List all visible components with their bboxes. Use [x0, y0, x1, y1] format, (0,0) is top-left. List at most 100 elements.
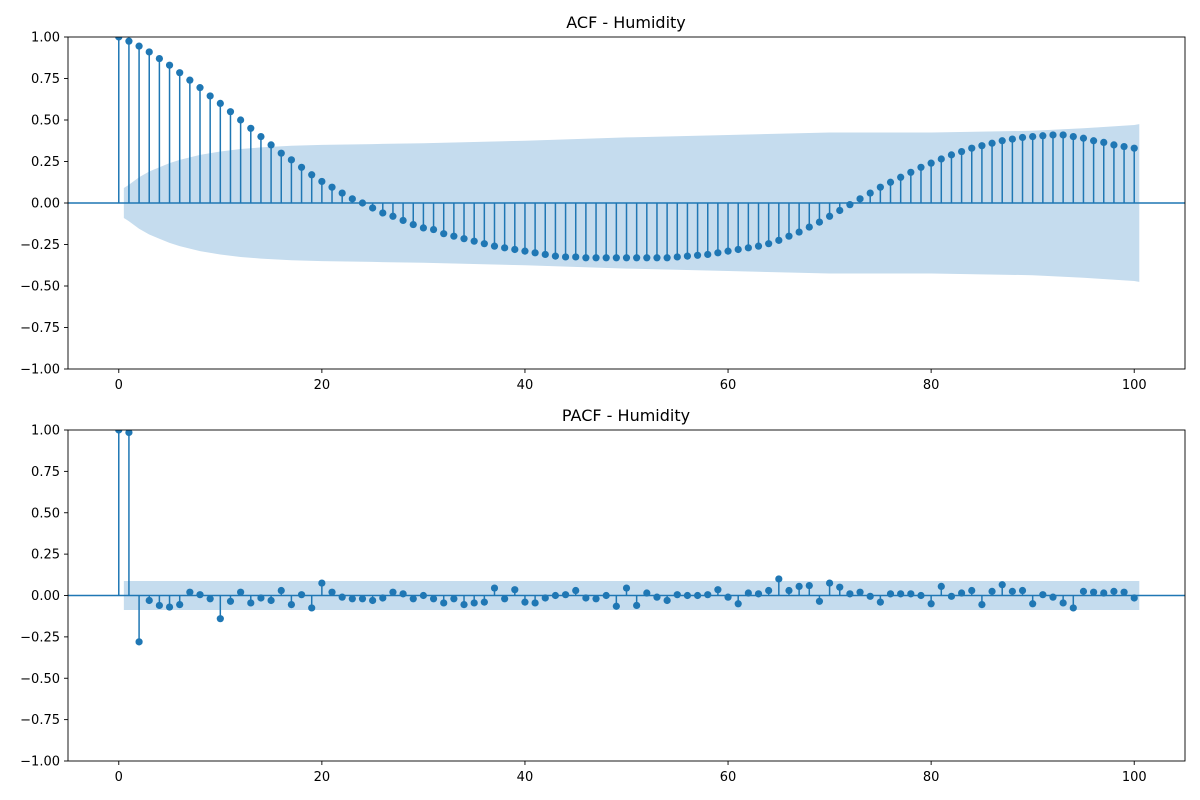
acf-point: [1049, 131, 1057, 139]
pacf-x-tick-label: 40: [517, 770, 534, 785]
acf-point: [886, 178, 895, 186]
acf-point: [155, 54, 163, 63]
pacf-point: [998, 581, 1006, 589]
pacf-point: [440, 599, 448, 607]
acf-point: [277, 149, 285, 157]
acf-point: [450, 232, 458, 240]
acf-point: [612, 254, 620, 262]
pacf-point: [663, 596, 671, 605]
pacf-title: PACF - Humidity: [562, 406, 690, 425]
acf-point: [216, 99, 224, 107]
pacf-y-tick-label: 0.75: [31, 465, 60, 480]
pacf-x-tick-label: 60: [720, 770, 737, 785]
acf-point: [785, 232, 793, 240]
acf-x-tick-label: 60: [720, 378, 737, 393]
acf-point: [541, 250, 549, 259]
acf-point: [1029, 133, 1037, 141]
pacf-point: [592, 595, 600, 603]
pacf-point: [429, 595, 438, 603]
pacf-point: [683, 591, 692, 600]
acf-point: [825, 212, 834, 220]
acf-point: [683, 252, 692, 260]
pacf-plot-area: [68, 430, 1185, 646]
acf-point: [1079, 134, 1088, 142]
pacf-point: [572, 586, 580, 595]
acf-point: [561, 253, 570, 261]
acf-x-tick-label: 20: [314, 378, 331, 393]
pacf-point: [216, 615, 224, 623]
pacf-point: [460, 601, 468, 609]
acf-point: [176, 69, 184, 77]
acf-point: [470, 237, 478, 245]
pacf-point: [947, 592, 956, 600]
pacf-x-tick-label: 100: [1122, 770, 1147, 785]
acf-point: [348, 195, 356, 203]
pacf-point: [653, 593, 661, 601]
acf-point: [836, 206, 844, 215]
acf-point: [1008, 135, 1016, 143]
acf-point: [237, 116, 245, 124]
pacf-point: [165, 603, 174, 611]
pacf-y-tick-label: 0.00: [31, 589, 60, 604]
pacf-point: [1090, 588, 1098, 596]
acf-point: [399, 216, 407, 225]
pacf-point: [389, 588, 397, 596]
acf-point: [379, 209, 387, 217]
pacf-y-tick-label: 0.25: [31, 548, 60, 563]
pacf-point: [1039, 591, 1047, 599]
acf-y-tick-label: −0.50: [20, 280, 60, 295]
pacf-point: [815, 597, 824, 605]
pacf-point: [409, 595, 417, 603]
pacf-y-tick-label: 0.50: [31, 506, 60, 521]
acf-point: [297, 163, 306, 171]
acf-point: [765, 240, 773, 248]
acf-y-tick-label: −0.75: [20, 321, 60, 336]
pacf-point: [846, 590, 854, 598]
pacf-point: [308, 604, 316, 612]
pacf-point: [125, 430, 133, 437]
pacf-point: [1079, 587, 1088, 595]
acf-point: [978, 142, 986, 150]
pacf-point: [551, 591, 560, 600]
acf-point: [643, 254, 651, 262]
acf-panel: ACF - Humidity 1.00 0.75 0.50 0.25 0.00 −0.25…: [20, 13, 1186, 393]
pacf-y-tick-label: −0.50: [20, 672, 60, 687]
pacf-point: [927, 600, 935, 608]
pacf-point: [714, 586, 722, 594]
acf-point: [795, 228, 803, 236]
acf-point: [460, 235, 468, 243]
acf-point: [196, 84, 204, 92]
pacf-point: [267, 596, 275, 605]
acf-point: [927, 159, 935, 167]
pacf-point: [328, 588, 336, 596]
acf-point: [440, 230, 448, 238]
pacf-point: [348, 595, 356, 603]
acf-point: [358, 199, 367, 207]
acf-point: [1059, 131, 1067, 139]
pacf-point: [785, 586, 793, 595]
acf-point: [572, 253, 580, 261]
pacf-point: [805, 581, 813, 590]
acf-point: [125, 37, 133, 45]
pacf-point: [257, 594, 265, 602]
pacf-point: [1018, 586, 1027, 595]
acf-point: [724, 247, 732, 255]
pacf-point: [765, 586, 773, 595]
pacf-point: [1120, 588, 1128, 596]
acf-point: [856, 195, 864, 203]
pacf-point: [693, 591, 702, 600]
pacf-point: [704, 591, 712, 599]
pacf-point: [917, 591, 925, 600]
pacf-point: [297, 591, 306, 599]
acf-point: [734, 245, 742, 254]
pacf-point: [145, 596, 153, 605]
pacf-point: [1100, 589, 1108, 597]
acf-point: [937, 155, 945, 163]
pacf-y-tick-label: −0.25: [20, 630, 60, 645]
pacf-point: [196, 591, 204, 599]
pacf-point: [673, 591, 681, 599]
acf-point: [704, 250, 712, 259]
pacf-point: [247, 599, 255, 607]
acf-point: [897, 173, 905, 181]
acf-point: [501, 244, 509, 252]
